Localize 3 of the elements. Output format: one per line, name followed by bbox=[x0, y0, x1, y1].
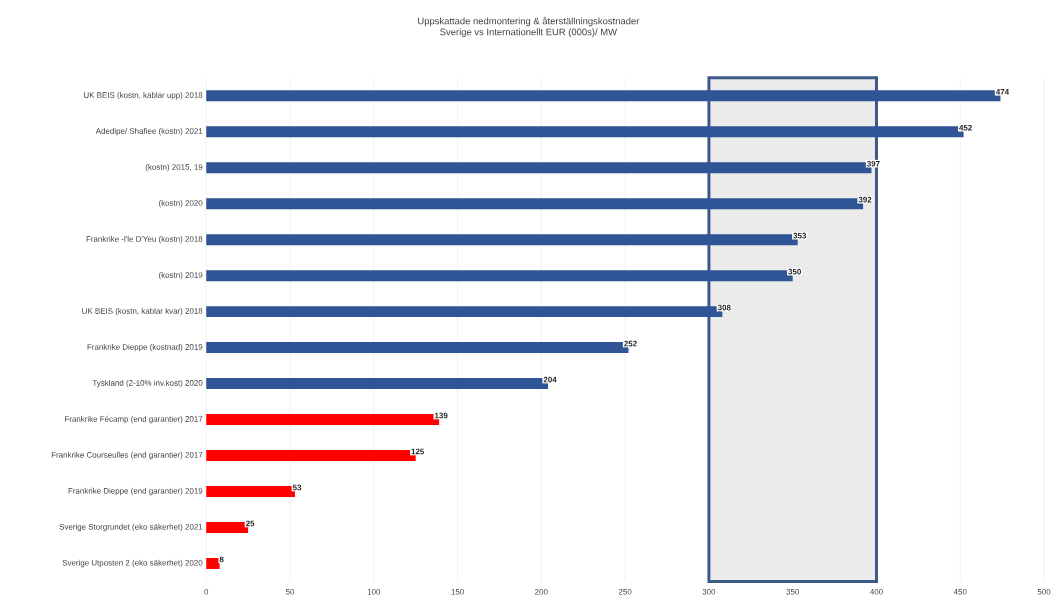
chart-subtitle: Sverige vs Internationellt EUR (000s)/ MW bbox=[440, 28, 617, 37]
chart-title: Uppskattade nedmontering & återställningskostnader bbox=[418, 16, 640, 27]
bar bbox=[206, 557, 220, 569]
